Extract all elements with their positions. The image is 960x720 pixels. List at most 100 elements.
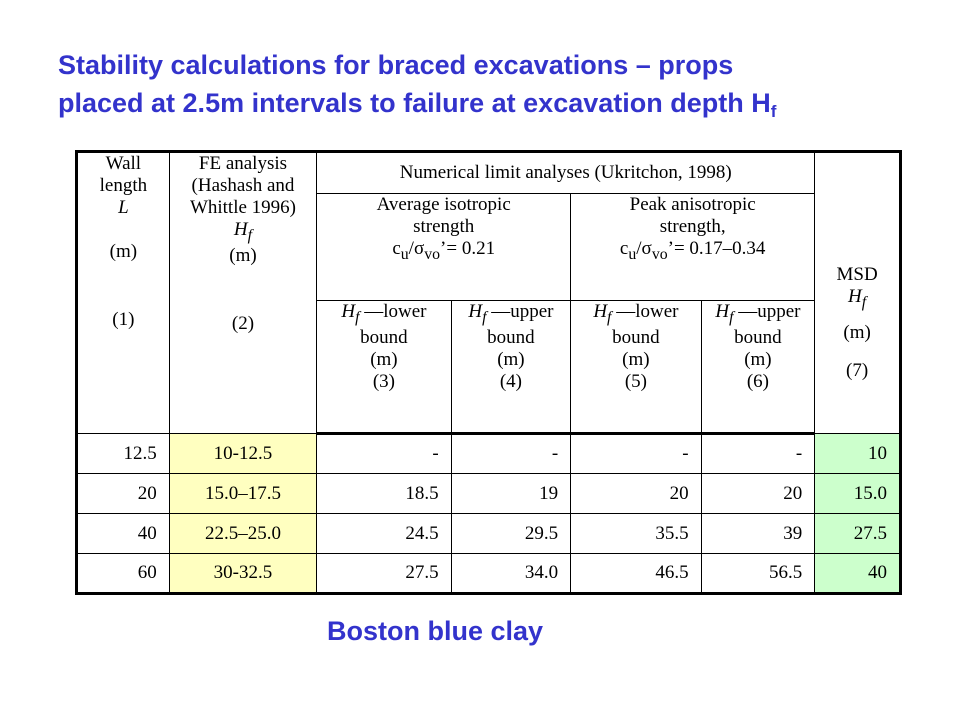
header-col-number: (7) xyxy=(846,359,869,381)
cell-msd: 27.5 xyxy=(814,513,901,554)
formula-sub: u xyxy=(628,245,637,263)
title-subscript: f xyxy=(770,102,777,121)
cell-peak-lower: - xyxy=(570,433,702,474)
header-text: bound xyxy=(360,326,408,348)
header-text: Peak anisotropic xyxy=(629,194,756,215)
cell-peak-lower: 46.5 xyxy=(570,553,702,594)
header-unit: (m) xyxy=(744,348,772,370)
header-text: —lower xyxy=(359,301,427,322)
header-formula: cu/σvo’= 0.17–0.34 xyxy=(573,238,812,264)
header-symbol: Hf —upper xyxy=(704,301,813,327)
formula-part: ’= 0.21 xyxy=(440,238,496,259)
header-symbol: Hf xyxy=(172,219,315,245)
cell-avg-lower: - xyxy=(316,433,452,474)
cell-wall-length: 20 xyxy=(76,473,170,514)
formula-sub: u xyxy=(400,245,409,263)
header-symbol: Hf —lower xyxy=(319,301,448,327)
header-numerical-limit: Numerical limit analyses (Ukritchon, 199… xyxy=(316,151,816,194)
cell-peak-upper: 56.5 xyxy=(700,553,816,594)
caption-boston-blue-clay: Boston blue clay xyxy=(327,616,544,646)
header-subcol-6: Hf —upper bound (m) (6) xyxy=(700,300,816,435)
header-col-number: (5) xyxy=(624,370,647,392)
table-row: 20 15.0–17.5 18.5 19 20 20 15.0 xyxy=(76,473,901,514)
symbol-sub: f xyxy=(607,308,612,326)
cell-peak-lower: 35.5 xyxy=(570,513,702,554)
cell-avg-lower: 24.5 xyxy=(316,513,452,554)
cell-avg-upper: - xyxy=(450,433,572,474)
header-formula: cu/σvo’= 0.21 xyxy=(319,238,568,264)
symbol-h: H xyxy=(341,301,356,322)
header-symbol: Hf —lower xyxy=(573,301,698,327)
formula-part: /σ xyxy=(636,238,652,259)
header-text: bound xyxy=(612,326,660,348)
header-text: FE analysis xyxy=(198,153,288,174)
cell-peak-upper: - xyxy=(700,433,816,474)
header-col-number: (2) xyxy=(231,312,255,334)
symbol-sub: f xyxy=(482,308,487,326)
header-text: bound xyxy=(734,326,782,348)
table-row: 40 22.5–25.0 24.5 29.5 35.5 39 27.5 xyxy=(76,513,901,554)
header-text: length xyxy=(99,175,148,196)
symbol-h: H xyxy=(468,301,483,322)
header-text: Whittle 1996) xyxy=(189,197,296,218)
header-unit: (m) xyxy=(370,348,398,370)
cell-msd: 15.0 xyxy=(814,473,901,514)
cell-avg-lower: 27.5 xyxy=(316,553,452,594)
header-text: strength xyxy=(413,216,475,237)
header-average-isotropic: Average isotropic strength cu/σvo’= 0.21 xyxy=(316,193,572,301)
cell-avg-upper: 19 xyxy=(450,473,572,514)
header-subcol-4: Hf —upper bound (m) (4) xyxy=(450,300,572,435)
header-text: strength, xyxy=(659,216,726,237)
cell-peak-lower: 20 xyxy=(570,473,702,514)
cell-peak-upper: 20 xyxy=(700,473,816,514)
header-text: Average isotropic xyxy=(376,194,511,215)
cell-fe-analysis: 15.0–17.5 xyxy=(168,473,318,514)
cell-wall-length: 12.5 xyxy=(76,433,170,474)
formula-part: /σ xyxy=(408,238,425,259)
header-text: —lower xyxy=(611,301,679,322)
header-subcol-5: Hf —lower bound (m) (5) xyxy=(570,300,702,435)
header-symbol: L xyxy=(118,197,129,218)
header-text: —upper xyxy=(486,301,554,322)
symbol-h: H xyxy=(233,219,248,240)
header-text: —upper xyxy=(733,301,801,322)
symbol-h: H xyxy=(593,301,608,322)
title-line-2: placed at 2.5m intervals to failure at e… xyxy=(58,84,938,131)
cell-wall-length: 40 xyxy=(76,513,170,554)
header-wall-length: Wall length L (m) (1) xyxy=(76,151,170,434)
header-unit: (m) xyxy=(229,244,257,266)
stability-table: Wall length L (m) (1) FE analysis (Hasha… xyxy=(75,150,902,595)
header-msd: MSD Hf (m) (7) xyxy=(814,151,901,434)
header-text: bound xyxy=(487,326,535,348)
formula-sub: vo xyxy=(651,245,668,263)
cell-fe-analysis: 22.5–25.0 xyxy=(168,513,318,554)
formula-part: c xyxy=(619,238,629,259)
header-unit: (m) xyxy=(622,348,650,370)
header-unit: (m) xyxy=(497,348,525,370)
symbol-sub: f xyxy=(247,226,253,244)
cell-peak-upper: 39 xyxy=(700,513,816,554)
header-col-number: (3) xyxy=(372,370,395,392)
header-fe-analysis: FE analysis (Hashash and Whittle 1996) H… xyxy=(168,151,318,434)
cell-msd: 10 xyxy=(814,433,901,474)
symbol-sub: f xyxy=(729,308,734,326)
table-row: 12.5 10-12.5 - - - - 10 xyxy=(76,433,901,474)
header-text: MSD xyxy=(836,264,878,286)
table-row: 60 30-32.5 27.5 34.0 46.5 56.5 40 xyxy=(76,553,901,594)
title-line-1: Stability calculations for braced excava… xyxy=(58,50,734,80)
symbol-h: H xyxy=(715,301,730,322)
header-subcol-3: Hf —lower bound (m) (3) xyxy=(316,300,452,435)
header-col-number: (1) xyxy=(112,309,135,330)
cell-avg-upper: 34.0 xyxy=(450,553,572,594)
cell-wall-length: 60 xyxy=(76,553,170,594)
header-text: Wall xyxy=(105,153,142,174)
symbol-sub: f xyxy=(861,293,867,311)
header-unit: (m) xyxy=(109,241,138,262)
cell-fe-analysis: 30-32.5 xyxy=(168,553,318,594)
header-symbol: Hf xyxy=(817,286,897,312)
header-symbol: Hf —upper xyxy=(454,301,569,327)
header-col-number: (6) xyxy=(746,370,769,392)
formula-part: c xyxy=(392,238,401,259)
cell-avg-lower: 18.5 xyxy=(316,473,452,514)
cell-fe-analysis: 10-12.5 xyxy=(168,433,318,474)
